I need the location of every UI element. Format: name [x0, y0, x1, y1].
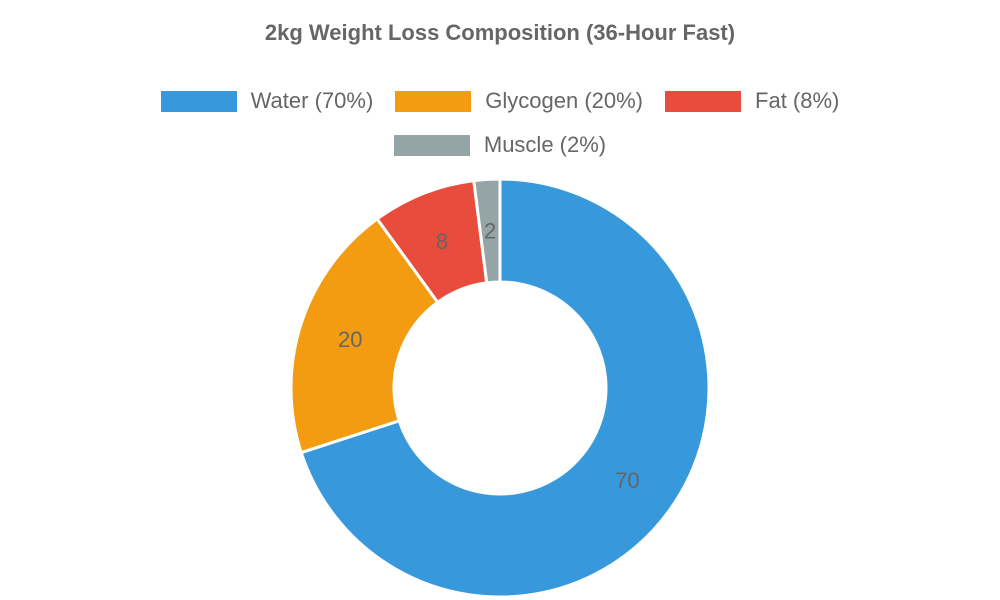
slice-muscle[interactable]: [472, 177, 502, 285]
slice-water[interactable]: [299, 177, 711, 599]
legend-label-fat: Fat (8%): [755, 88, 840, 113]
doughnut-slices: [289, 177, 711, 599]
legend-swatch-fat: [665, 90, 742, 112]
legend-item-glycogen[interactable]: Glycogen (20%): [395, 88, 643, 114]
legend-row-1: Water (70%) Glycogen (20%) Fat (8%): [0, 88, 1000, 114]
legend-item-muscle[interactable]: Muscle (2%): [393, 132, 607, 158]
legend-item-water[interactable]: Water (70%): [160, 88, 374, 114]
doughnut-data-labels: 70 20 8 2: [338, 218, 640, 493]
legend-swatch-water: [160, 90, 237, 112]
data-label-fat: 8: [436, 229, 448, 254]
data-label-glycogen: 20: [338, 327, 362, 352]
legend-label-water: Water (70%): [250, 88, 374, 113]
legend-label-glycogen: Glycogen (20%): [485, 88, 644, 113]
chart-title: 2kg Weight Loss Composition (36-Hour Fas…: [264, 20, 736, 45]
legend-swatch-glycogen: [395, 90, 472, 112]
legend-item-fat[interactable]: Fat (8%): [665, 88, 839, 114]
legend-row-2: Muscle (2%): [0, 132, 1000, 158]
data-label-muscle: 2: [484, 218, 496, 243]
legend-label-muscle: Muscle (2%): [483, 132, 607, 157]
slice-glycogen[interactable]: [289, 216, 440, 455]
legend-swatch-muscle: [393, 134, 470, 156]
data-label-water: 70: [615, 468, 639, 493]
